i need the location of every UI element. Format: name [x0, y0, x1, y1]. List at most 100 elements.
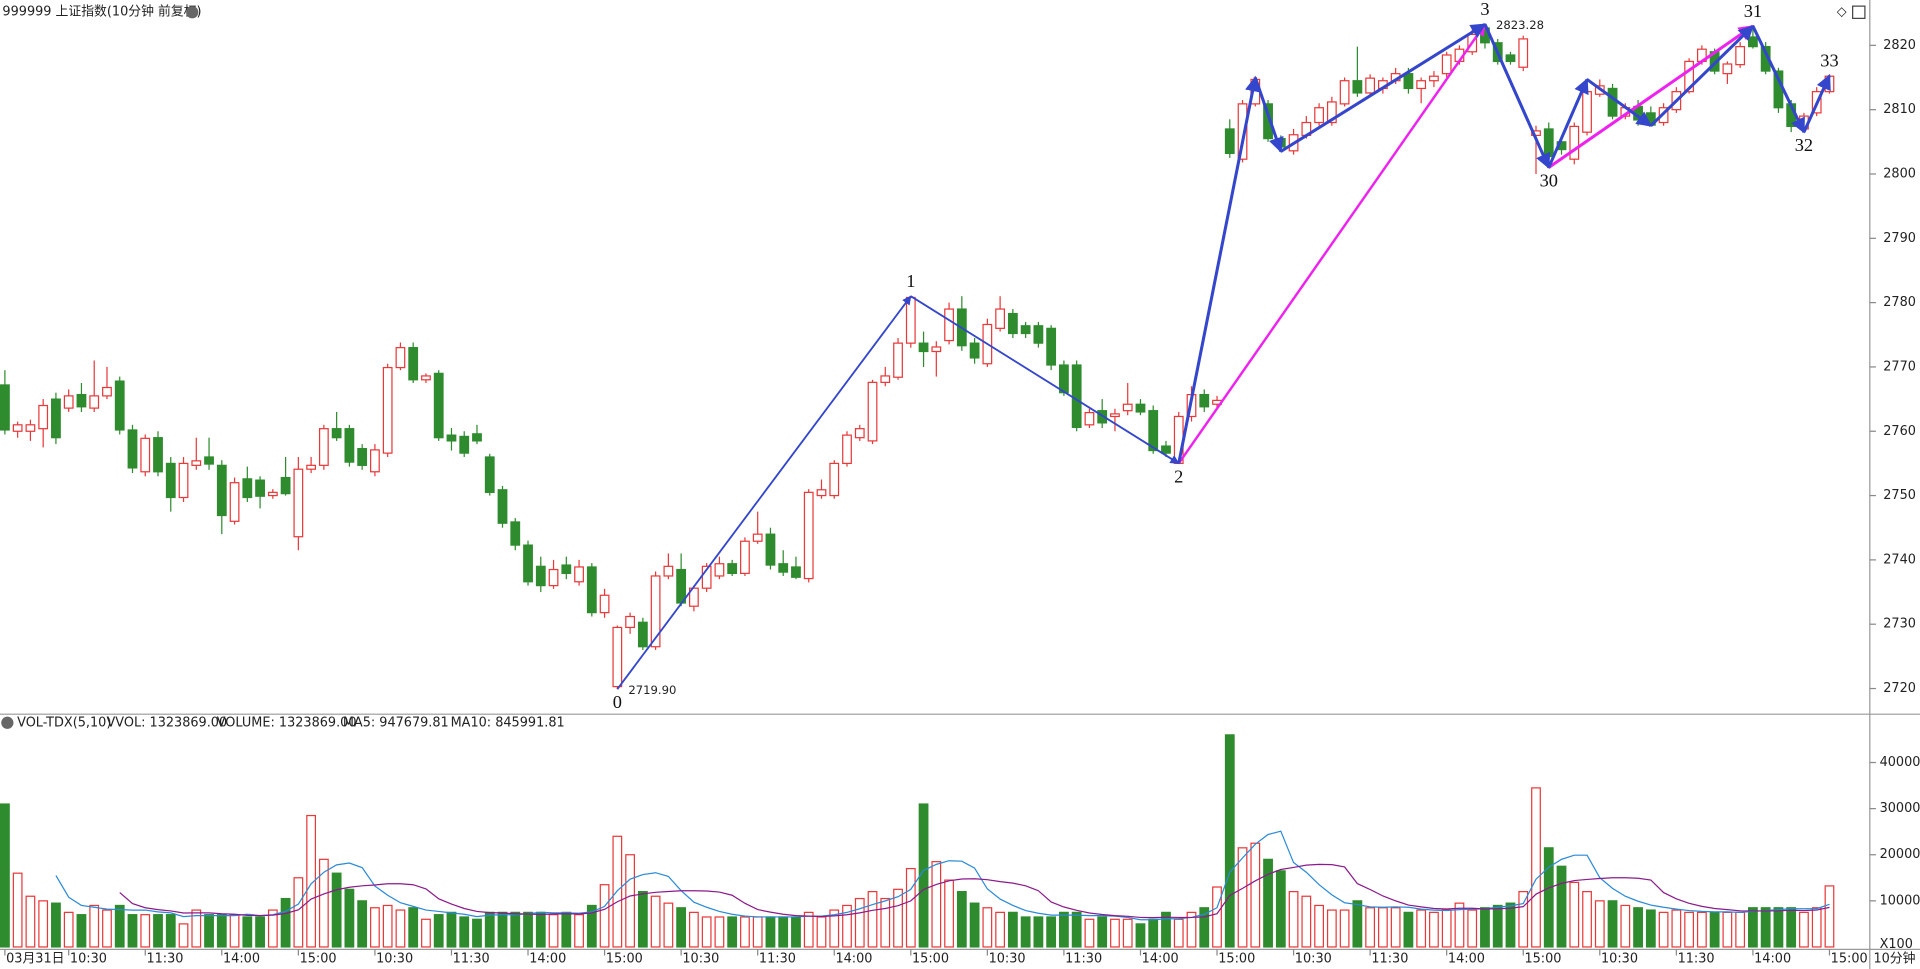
- candle-body: [446, 434, 457, 442]
- volume-bar: [803, 911, 814, 948]
- candle-body: [740, 540, 750, 575]
- volume-bar: [880, 897, 891, 948]
- wave-label: 3: [1480, 0, 1489, 19]
- candle-body: [140, 437, 151, 473]
- wave-label: 0: [613, 692, 622, 712]
- wave-segment: [1547, 78, 1589, 169]
- candle-body: [663, 565, 674, 577]
- candle-body: [1569, 125, 1580, 160]
- volume-bar: [1786, 907, 1797, 948]
- candle-body: [344, 428, 355, 463]
- candle-body: [905, 296, 916, 344]
- volume-bar: [854, 897, 865, 948]
- y-tick-label: 2810: [1883, 102, 1916, 117]
- volume-bar: [1110, 918, 1120, 948]
- wave-label: 32: [1795, 135, 1813, 155]
- candle-body: [880, 375, 891, 383]
- candle-body: [242, 478, 253, 499]
- candle-body: [931, 346, 942, 353]
- volume-bar: [140, 914, 151, 948]
- volume-bar: [229, 914, 240, 948]
- volume-bar: [676, 907, 687, 948]
- volume-bar: [1505, 902, 1516, 948]
- volume-bar: [114, 904, 125, 948]
- wave-label: 31: [1744, 1, 1762, 21]
- x-tick-label: 11:30: [453, 952, 490, 967]
- candle-body: [1097, 410, 1108, 424]
- x-tick-label: 10:30: [989, 952, 1026, 967]
- volume-bar: [714, 916, 725, 948]
- volume-bar: [765, 916, 776, 948]
- candle-body: [229, 482, 240, 522]
- candle-body: [1416, 80, 1427, 90]
- x-tick-label: 10:30: [376, 952, 413, 967]
- price-label: 2719.90: [628, 683, 676, 697]
- volume-bar: [1288, 891, 1299, 948]
- volume-bar: [1161, 911, 1171, 948]
- candle-body: [1148, 410, 1159, 452]
- title-menu-icon[interactable]: [186, 6, 199, 19]
- candle-body: [586, 566, 597, 614]
- wave-label: 33: [1820, 50, 1838, 70]
- volume-bar: [127, 914, 138, 948]
- candle-body: [1607, 87, 1618, 117]
- candle-body: [1237, 103, 1248, 160]
- volume-bar: [1441, 909, 1452, 948]
- volume-bar: [1748, 907, 1758, 948]
- y-tick-label: 2770: [1883, 359, 1916, 374]
- volume-bar: [459, 916, 470, 948]
- candle-body: [969, 342, 980, 359]
- volume-bar: [1735, 911, 1746, 948]
- volume-bar: [586, 904, 597, 948]
- volume-bar: [1403, 911, 1414, 948]
- volume-legend: MA5: 947679.81: [343, 715, 449, 730]
- volume-bar: [1543, 847, 1554, 948]
- volume-bar: [25, 895, 36, 948]
- candle-body: [1199, 393, 1210, 408]
- candle-body: [752, 533, 763, 542]
- x-tick-label: 10:30: [682, 952, 719, 967]
- x-tick-label: 14:00: [1754, 952, 1791, 967]
- candle-body: [204, 456, 214, 465]
- volume-bar: [63, 911, 74, 948]
- volume-bar: [1760, 907, 1771, 948]
- wave-segment: [616, 295, 912, 690]
- volume-bar: [1492, 904, 1503, 948]
- volume-bar: [1084, 918, 1095, 948]
- volume-bar: [1709, 911, 1720, 948]
- x-tick-label: 15:00: [912, 952, 949, 967]
- volume-bar: [484, 911, 495, 948]
- candle-body: [331, 428, 342, 439]
- candle-body: [561, 564, 572, 575]
- candle-body: [829, 462, 840, 497]
- x-tick-label: 14:00: [1142, 952, 1179, 967]
- candle-body: [1161, 445, 1171, 454]
- volume-bar: [446, 911, 457, 948]
- candle-body: [497, 489, 508, 524]
- window-icon[interactable]: [1852, 5, 1866, 19]
- candle-body: [995, 308, 1006, 329]
- candle-body: [102, 386, 112, 397]
- wave-segment: [1280, 22, 1487, 153]
- candle-body: [395, 347, 406, 369]
- candle-body: [293, 468, 304, 538]
- x-tick-label: 10:30: [1295, 952, 1332, 967]
- period-label: 10分钟: [1873, 951, 1915, 967]
- volume-bar: [1645, 909, 1656, 948]
- candle-body: [216, 464, 227, 517]
- volume-bar: [893, 888, 903, 948]
- volume-bar: [867, 891, 878, 948]
- volume-bar: [982, 907, 993, 948]
- volume-bar: [357, 900, 368, 948]
- volume-bar: [1122, 918, 1133, 948]
- volume-bar: [1250, 842, 1261, 948]
- volume-bar: [242, 916, 253, 948]
- volume-bar: [1799, 911, 1809, 948]
- volume-bar: [1059, 911, 1069, 948]
- volume-menu-icon[interactable]: [1, 716, 14, 729]
- diamond-icon[interactable]: ◇: [1837, 5, 1847, 20]
- candle-body: [1543, 128, 1554, 158]
- y-tick-label: 2790: [1883, 231, 1916, 246]
